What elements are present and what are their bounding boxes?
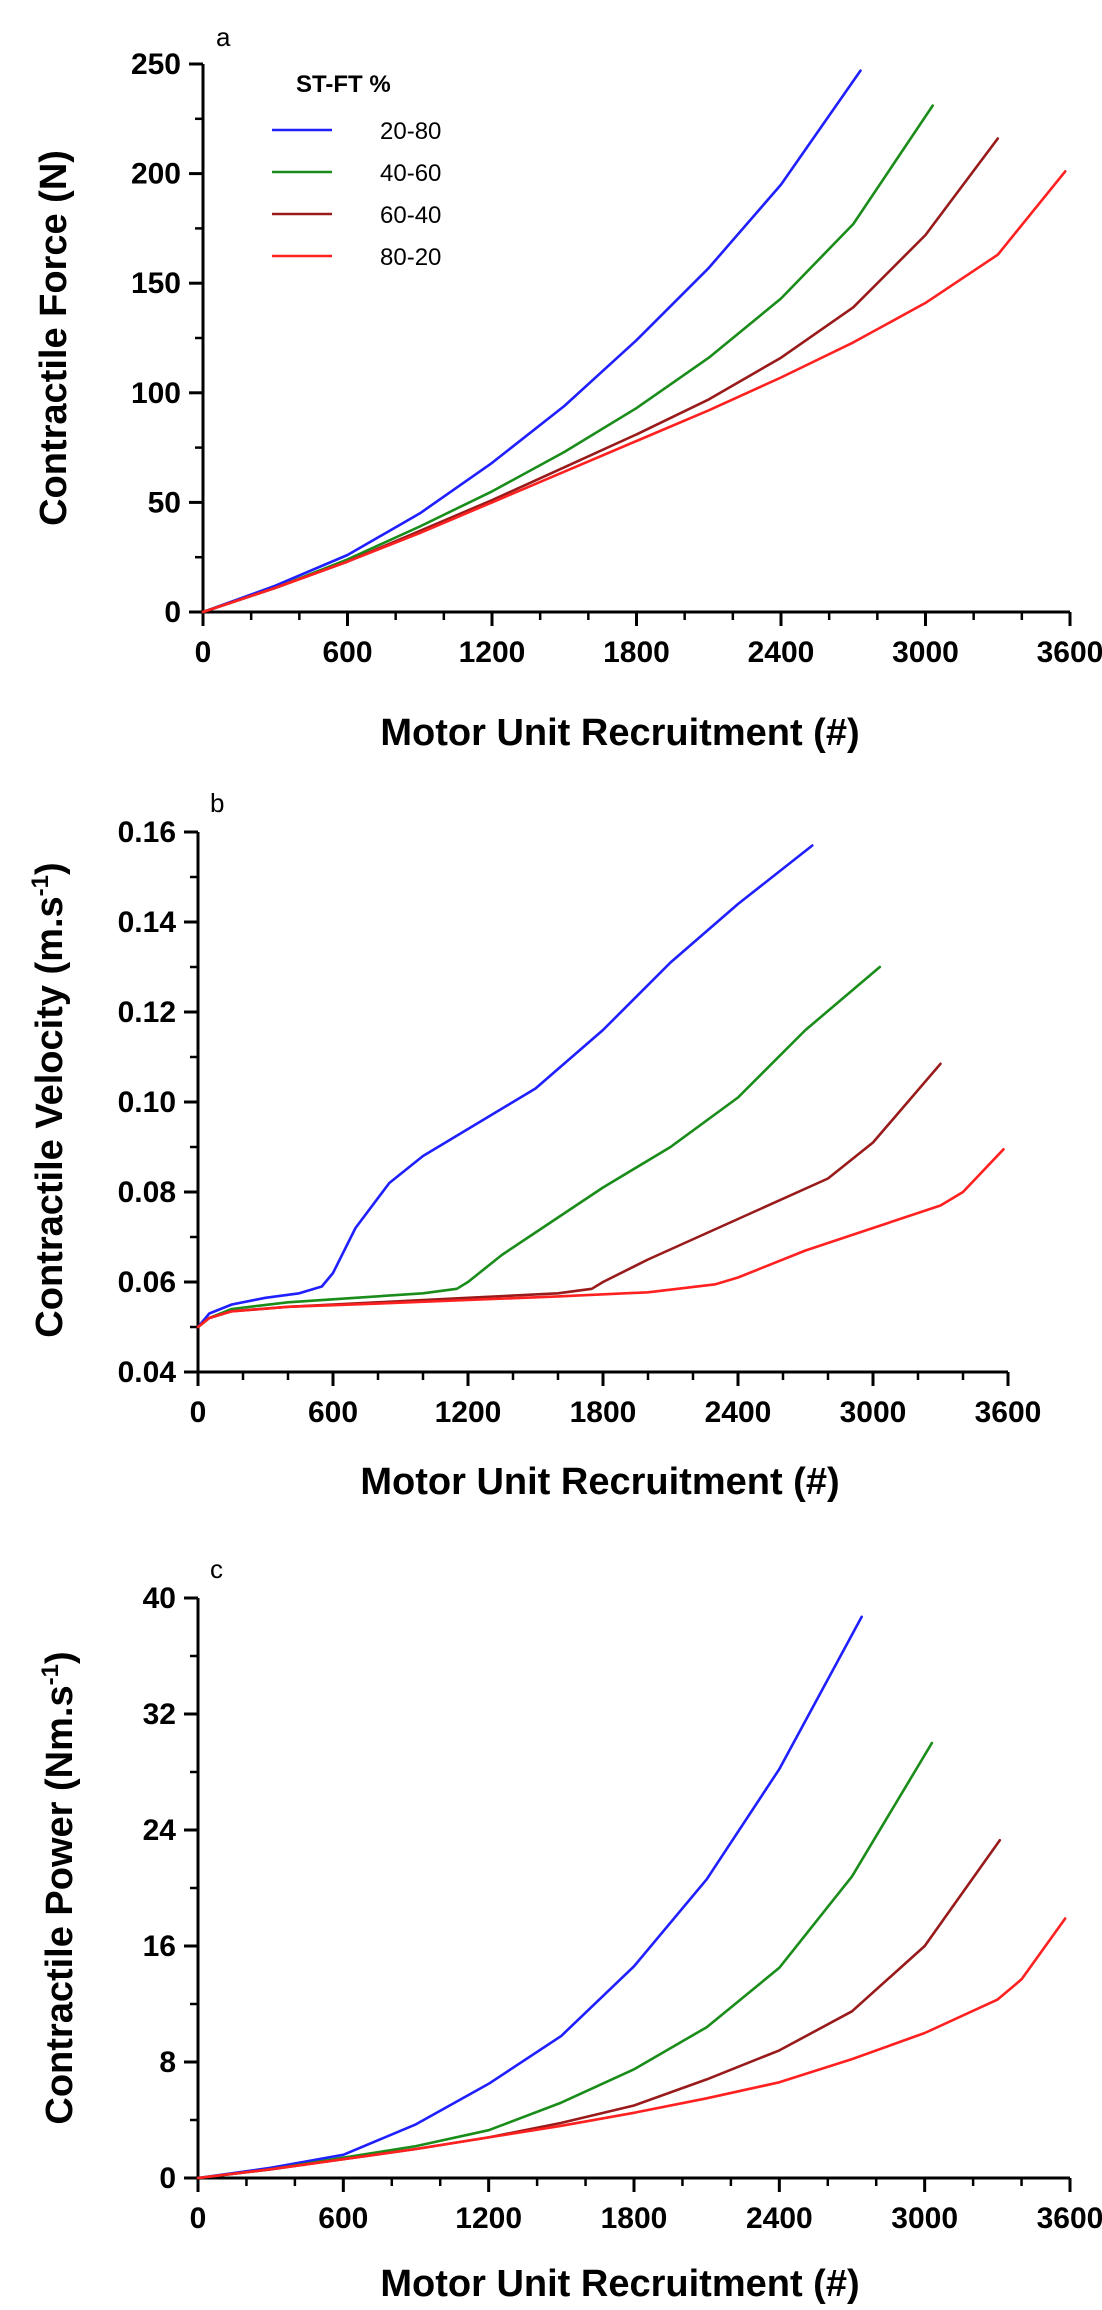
x-tick-label: 3000 xyxy=(892,636,959,669)
y-axis-title-text: Contractile Power (Nm.s xyxy=(39,1685,81,2124)
chart-panel-b: b 0.04 0.06 0.08 0.10 0.12 0.14 0.16 0 600 1200 180… xyxy=(27,788,1041,1503)
x-tick-label: 2400 xyxy=(748,636,815,669)
legend-title: ST-FT % xyxy=(296,71,391,98)
x-tick-label: 3000 xyxy=(840,1396,907,1429)
y-axis-title-suffix: ) xyxy=(29,862,71,875)
y-axis-title-superscript: -1 xyxy=(27,875,54,896)
y-tick-label: 50 xyxy=(148,486,181,519)
series-line-80-20 xyxy=(201,170,1067,614)
x-axis-title: Motor Unit Recruitment (#) xyxy=(380,2263,859,2305)
y-tick-label: 0.16 xyxy=(118,816,176,849)
series-line-40-60 xyxy=(196,1741,934,2180)
y-axis-title-superscript: -1 xyxy=(37,1664,64,1685)
y-tick-label: 0.04 xyxy=(118,1356,177,1389)
y-tick-label: 16 xyxy=(143,1930,176,1963)
y-axis-title-text: Contractile Force (N) xyxy=(33,150,75,526)
y-tick-label: 250 xyxy=(131,48,181,81)
y-tick-label: 8 xyxy=(159,2046,176,2079)
x-axis-title: Motor Unit Recruitment (#) xyxy=(380,712,859,754)
y-tick-label: 200 xyxy=(131,158,181,191)
legend-label: 20-80 xyxy=(380,118,441,145)
y-tick-label: 0.08 xyxy=(118,1176,176,1209)
panel-letter: a xyxy=(216,22,231,52)
y-axis-title: Contractile Power (Nm.s-1) xyxy=(37,1651,81,2124)
series-line-20-80 xyxy=(201,69,862,614)
series-line-80-20 xyxy=(196,1917,1067,2180)
chart-panel-c: c 0 8 16 24 32 40 0 600 1200 1800 2400 3000 3600 Motor… xyxy=(37,1554,1102,2305)
x-tick-label: 600 xyxy=(308,1396,358,1429)
series-line-60-40 xyxy=(201,137,1000,614)
y-axis-title-text: Contractile Velocity (m.s xyxy=(29,896,71,1337)
y-tick-label: 0.06 xyxy=(118,1266,176,1299)
x-tick-label: 1200 xyxy=(455,2202,522,2235)
x-tick-label: 2400 xyxy=(705,1396,772,1429)
y-axis-title: Contractile Force (N) xyxy=(33,150,75,526)
y-tick-label: 0 xyxy=(159,2162,176,2195)
x-tick-label: 1200 xyxy=(459,636,526,669)
y-tick-label: 0.10 xyxy=(118,1086,176,1119)
panel-letter: b xyxy=(210,788,224,818)
y-tick-label: 0.12 xyxy=(118,996,176,1029)
x-tick-label: 3600 xyxy=(1037,636,1102,669)
x-tick-label: 1800 xyxy=(603,636,670,669)
x-tick-label: 3600 xyxy=(1037,2202,1102,2235)
y-axis-title: Contractile Velocity (m.s-1) xyxy=(27,862,71,1337)
panel-letter: c xyxy=(210,1554,223,1584)
legend-label: 40-60 xyxy=(380,160,441,187)
x-tick-label: 0 xyxy=(190,2202,207,2235)
series-line-60-40 xyxy=(196,1062,942,1329)
x-tick-label: 1800 xyxy=(570,1396,637,1429)
y-tick-label: 100 xyxy=(131,377,181,410)
chart-panel-a: a 0 50 100 150 200 250 0 600 1200 1800 2400 3000 3600… xyxy=(33,22,1102,754)
x-tick-label: 1200 xyxy=(435,1396,502,1429)
y-tick-label: 150 xyxy=(131,267,181,300)
x-tick-label: 600 xyxy=(322,636,372,669)
x-tick-label: 0 xyxy=(190,1396,207,1429)
legend-label: 80-20 xyxy=(380,244,441,271)
series-line-20-80 xyxy=(196,844,814,1329)
legend: ST-FT % 20-80 40-60 60-40 80-20 xyxy=(272,71,441,271)
legend-label: 60-40 xyxy=(380,202,441,229)
x-tick-label: 3000 xyxy=(891,2202,958,2235)
series-line-20-80 xyxy=(196,1615,863,2180)
x-tick-label: 2400 xyxy=(746,2202,813,2235)
y-tick-label: 40 xyxy=(143,1582,176,1615)
series-line-40-60 xyxy=(201,104,934,614)
x-axis-title: Motor Unit Recruitment (#) xyxy=(360,1461,839,1503)
x-tick-label: 3600 xyxy=(975,1396,1042,1429)
y-axis-title-suffix: ) xyxy=(39,1651,81,1664)
series-line-60-40 xyxy=(196,1838,1002,2180)
y-tick-label: 32 xyxy=(143,1698,176,1731)
x-tick-label: 1800 xyxy=(601,2202,668,2235)
y-tick-label: 0.14 xyxy=(118,906,177,939)
series-line-80-20 xyxy=(196,1148,1005,1329)
x-tick-label: 0 xyxy=(195,636,212,669)
series-line-40-60 xyxy=(196,965,882,1329)
x-tick-label: 600 xyxy=(318,2202,368,2235)
y-tick-label: 0 xyxy=(164,596,181,629)
y-tick-label: 24 xyxy=(143,1814,177,1847)
